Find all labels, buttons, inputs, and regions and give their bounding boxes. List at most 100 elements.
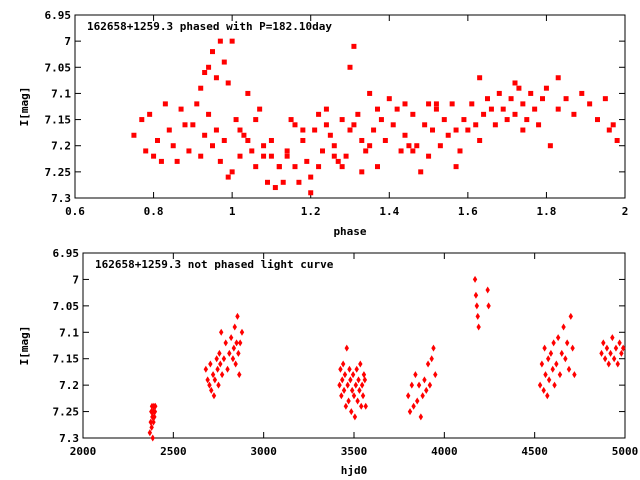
data-point [214, 355, 219, 363]
data-point [351, 392, 357, 400]
y-tick-label: 7.1 [59, 326, 79, 339]
data-point [355, 111, 361, 117]
data-point [253, 117, 259, 123]
data-point [555, 106, 561, 112]
data-point [331, 153, 337, 159]
data-point [304, 158, 310, 164]
data-point [617, 339, 622, 347]
data-point [261, 143, 267, 149]
data-point [422, 122, 428, 128]
data-point [143, 148, 149, 154]
data-point [512, 80, 518, 86]
data-point [232, 323, 237, 331]
x-tick-label: 0.8 [144, 205, 164, 218]
data-point [276, 164, 282, 170]
data-point [356, 376, 361, 384]
data-point [229, 38, 235, 44]
data-point [541, 386, 546, 394]
data-point [174, 158, 180, 164]
x-tick-label: 3500 [341, 445, 368, 458]
data-point [433, 101, 439, 107]
data-point [149, 423, 154, 431]
data-point [131, 132, 137, 138]
x-tick-label: 3000 [250, 445, 277, 458]
data-point [410, 111, 416, 117]
data-point [239, 328, 245, 336]
data-point [427, 381, 433, 389]
data-point [178, 106, 184, 112]
data-point [441, 117, 447, 123]
plot-frame [82, 252, 626, 439]
y-axis-title: I[mag] [18, 87, 31, 127]
data-point [362, 376, 368, 384]
data-point [186, 148, 192, 154]
data-point [272, 185, 278, 191]
data-point [437, 143, 443, 149]
data-point [485, 286, 490, 294]
data-point [233, 117, 239, 123]
data-point [348, 376, 353, 384]
data-point [469, 101, 475, 107]
data-point [151, 418, 156, 426]
data-point [500, 106, 506, 112]
data-point [320, 148, 325, 154]
data-point [477, 137, 483, 143]
data-point [367, 90, 373, 96]
data-point [300, 127, 306, 133]
x-tick-label: 2500 [160, 445, 187, 458]
data-point [210, 49, 215, 55]
data-point [465, 127, 471, 133]
data-point [355, 397, 360, 405]
data-point [406, 392, 411, 400]
data-point [568, 312, 573, 320]
data-point [217, 158, 223, 164]
data-point [292, 164, 298, 170]
data-point [382, 137, 388, 143]
data-point [564, 339, 570, 347]
data-point [610, 334, 615, 342]
data-point [300, 137, 306, 143]
data-point [473, 122, 479, 128]
data-point [409, 381, 415, 389]
data-point [231, 344, 237, 352]
data-point [351, 122, 357, 128]
y-axis-title: I[mag] [18, 326, 31, 366]
x-tick-label: 1.8 [536, 205, 556, 218]
data-point [284, 153, 290, 159]
data-point [284, 148, 290, 154]
data-point [139, 117, 145, 123]
phased-plot: 6.95 7 7.05 7.1 7.15 7.2 7.25 7.30.6 0.8 1 1.2 1.4 1… [18, 9, 628, 238]
data-point [331, 143, 337, 149]
data-point [619, 349, 624, 357]
data-point [613, 344, 619, 352]
data-point [595, 117, 600, 123]
data-point [353, 381, 359, 389]
data-point [516, 85, 522, 91]
data-point [206, 64, 212, 70]
data-point [532, 106, 538, 112]
data-point [492, 122, 498, 128]
x-tick-label: 4000 [431, 445, 458, 458]
data-point [543, 371, 548, 379]
data-point [338, 365, 343, 373]
data-point [361, 371, 367, 379]
data-point [537, 381, 543, 389]
data-point [213, 127, 219, 133]
data-point [166, 127, 172, 133]
data-point [415, 397, 420, 405]
data-point [316, 164, 322, 170]
data-point [316, 111, 322, 117]
data-points [147, 275, 626, 442]
data-point [312, 127, 318, 133]
y-tick-label: 7 [64, 35, 71, 48]
data-point [606, 127, 612, 133]
data-point [237, 153, 243, 159]
data-point [422, 376, 427, 384]
data-point [150, 434, 155, 442]
data-point [477, 75, 483, 81]
data-point [406, 143, 412, 149]
data-point [217, 38, 223, 44]
data-point [162, 101, 168, 107]
data-point [205, 376, 210, 384]
